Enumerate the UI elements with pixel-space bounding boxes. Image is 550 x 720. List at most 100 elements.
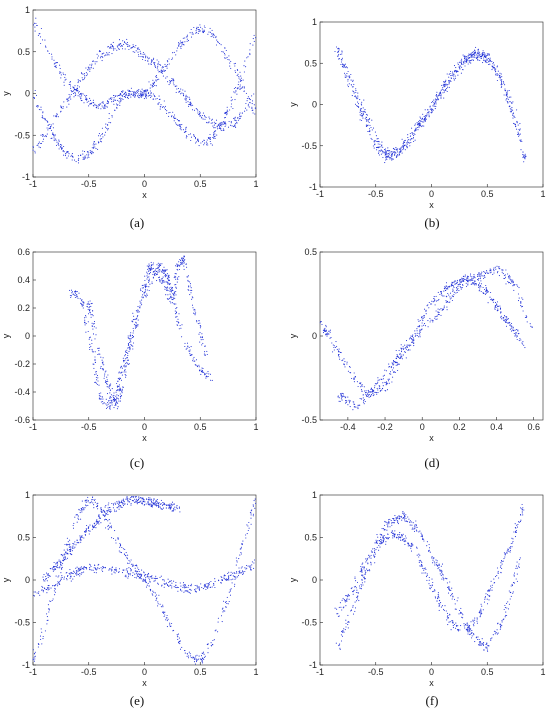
scatter-point [517, 329, 519, 331]
scatter-point [344, 361, 346, 363]
scatter-point [336, 348, 338, 350]
scatter-point [249, 101, 251, 104]
scatter-point [341, 360, 343, 362]
scatter-point [140, 575, 142, 577]
scatter-point [157, 262, 159, 264]
scatter-point [73, 159, 76, 161]
scatter-point [73, 291, 76, 293]
scatter-point [211, 119, 213, 121]
scatter-point [411, 338, 413, 340]
scatter-point [174, 313, 177, 315]
scatter-point [195, 28, 198, 30]
scatter-point [185, 94, 187, 96]
scatter-point [158, 268, 160, 271]
scatter-point [393, 371, 395, 373]
scatter-point [349, 400, 351, 402]
scatter-point [418, 333, 420, 335]
scatter-point [106, 102, 108, 104]
scatter-point [155, 79, 157, 81]
scatter-point [38, 643, 40, 645]
scatter-point [124, 503, 126, 505]
scatter-point [224, 122, 226, 125]
scatter-point [431, 108, 433, 110]
scatter-point [108, 98, 110, 100]
scatter-point [333, 349, 335, 351]
scatter-point [220, 582, 223, 584]
scatter-point [500, 73, 502, 75]
scatter-point [330, 337, 332, 339]
scatter-point [91, 313, 93, 316]
scatter-point [146, 573, 148, 576]
scatter-point [74, 92, 76, 94]
scatter-point [188, 103, 191, 105]
scatter-point [79, 512, 81, 514]
scatter-point [57, 576, 59, 578]
scatter-point [391, 153, 393, 155]
y-axis-label: y [288, 333, 298, 338]
scatter-point [338, 58, 341, 60]
scatter-point [485, 59, 487, 61]
scatter-point [98, 384, 100, 386]
scatter-point [454, 77, 457, 79]
scatter-point [98, 398, 100, 400]
scatter-point [200, 142, 202, 144]
scatter-point [516, 335, 519, 337]
scatter-point [110, 98, 112, 101]
scatter-point [242, 571, 244, 573]
scatter-point [167, 81, 169, 83]
scatter-point [110, 570, 113, 572]
scatter-point [108, 519, 110, 521]
scatter-point [189, 101, 191, 103]
scatter-point [107, 129, 109, 131]
scatter-point [157, 69, 159, 71]
scatter-point [145, 573, 147, 576]
scatter-point [61, 148, 63, 150]
scatter-point [203, 139, 205, 142]
scatter-point [82, 509, 84, 511]
scatter-point [353, 372, 355, 374]
scatter-point [467, 275, 469, 277]
scatter-point [138, 95, 141, 97]
scatter-point [82, 301, 84, 303]
scatter-point [46, 574, 48, 576]
scatter-point [185, 99, 187, 101]
scatter-point [44, 119, 46, 121]
scatter-point [34, 150, 36, 152]
scatter-point [223, 577, 225, 579]
scatter-point [236, 75, 238, 77]
scatter-point [512, 285, 514, 287]
scatter-point [409, 132, 411, 135]
scatter-point [86, 568, 88, 570]
scatter-point [198, 588, 200, 590]
scatter-point [392, 158, 394, 160]
scatter-point [520, 149, 522, 151]
scatter-point [87, 330, 89, 333]
scatter-point [166, 287, 168, 289]
scatter-point [223, 129, 225, 131]
scatter-point [150, 590, 152, 592]
scatter-point [142, 56, 144, 58]
scatter-point [400, 147, 402, 149]
scatter-point [181, 41, 183, 43]
scatter-point [456, 291, 458, 293]
scatter-point [352, 80, 354, 82]
scatter-point [82, 73, 84, 75]
scatter-point [137, 95, 139, 97]
scatter-point [40, 628, 42, 630]
scatter-point [47, 589, 49, 591]
scatter-point [519, 129, 521, 131]
scatter-point [67, 553, 69, 555]
scatter-point [141, 574, 143, 576]
scatter-point [464, 55, 466, 57]
scatter-point [118, 568, 121, 570]
scatter-point [191, 33, 193, 35]
scatter-point [140, 92, 142, 94]
scatter-point [238, 81, 240, 83]
scatter-point [136, 47, 138, 49]
scatter-point [363, 99, 365, 101]
scatter-point [53, 136, 55, 138]
scatter-point [143, 292, 145, 294]
scatter-point [209, 27, 211, 29]
scatter-point [416, 335, 418, 337]
